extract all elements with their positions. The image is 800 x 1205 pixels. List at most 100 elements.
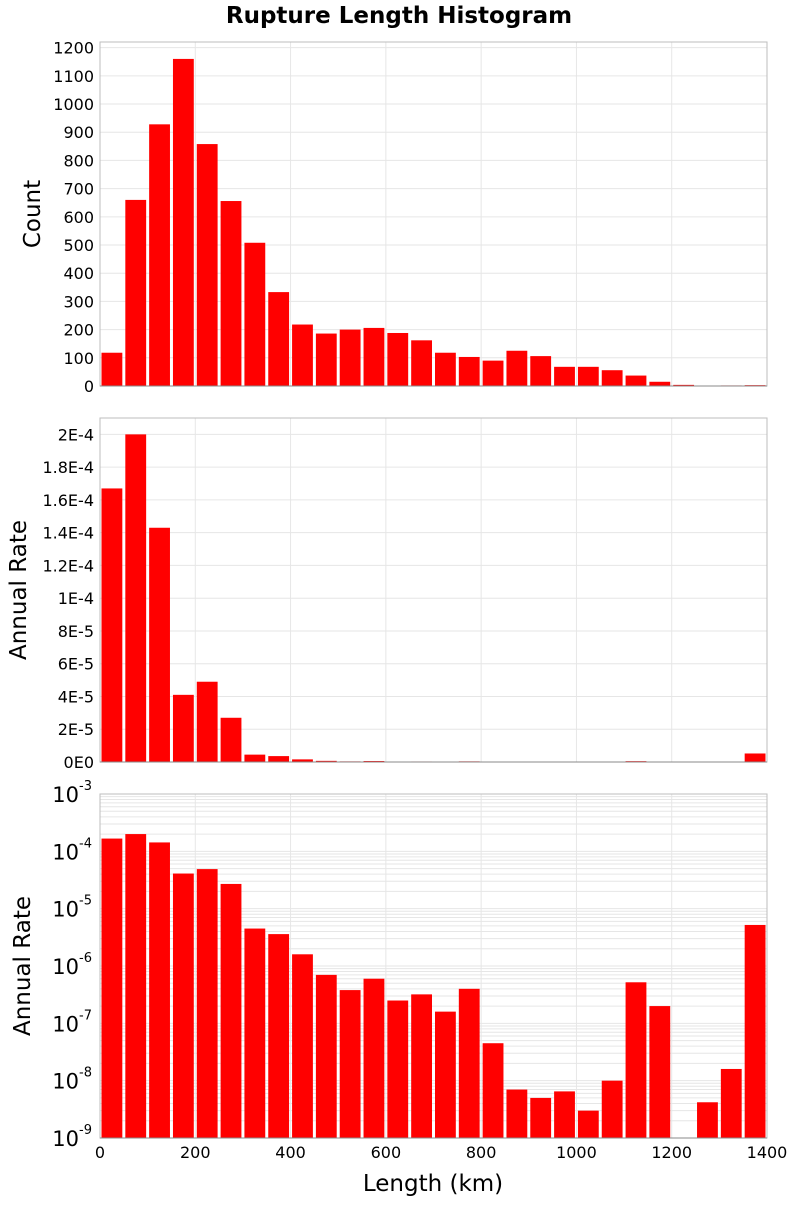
- y-tick-label: 100: [63, 349, 94, 368]
- y-tick-labels: 10-9 10-8 10-7 10-6 10-5 10-4 10-3: [52, 779, 92, 1151]
- panels-group: 0 100 200 300 400 500 600 700 800 900 1000 1100 1200…: [6, 39, 787, 1162]
- bar: [172, 58, 194, 387]
- bar: [125, 434, 147, 762]
- bar: [577, 366, 599, 386]
- x-axis-label: Length (km): [363, 1171, 503, 1197]
- bar: [435, 1011, 456, 1138]
- panel-3: 10-9 10-8 10-7 10-6 10-5 10-4 10-3 Annual Rate: [10, 779, 768, 1151]
- bar: [482, 1043, 504, 1138]
- panel-1: 0 100 200 300 400 500 600 700 800 900 1000 1100 1200…: [20, 39, 768, 396]
- bar: [339, 329, 361, 386]
- bar: [244, 928, 266, 1138]
- bar: [554, 1091, 575, 1138]
- y-tick-label: 2E-4: [58, 425, 94, 444]
- y-tick-label: 700: [63, 180, 94, 199]
- y-tick-label: 0: [84, 377, 94, 396]
- bar: [292, 759, 313, 762]
- y-tick-label: 1.2E-4: [42, 556, 94, 575]
- bar: [506, 1089, 528, 1138]
- bar: [458, 356, 480, 386]
- y-tick-label: 8E-5: [58, 622, 94, 641]
- bar: [744, 924, 766, 1138]
- bars: [101, 58, 766, 387]
- bar: [411, 340, 432, 386]
- x-tick-label: 600: [371, 1143, 402, 1162]
- y-tick-label: 1.4E-4: [42, 524, 94, 543]
- bar: [292, 324, 313, 386]
- y-tick-label: 10-5: [52, 894, 92, 922]
- bar: [220, 201, 242, 386]
- bar: [744, 753, 766, 762]
- bar: [172, 873, 194, 1138]
- x-tick-label: 1000: [556, 1143, 597, 1162]
- bar: [387, 332, 409, 386]
- bar: [411, 994, 432, 1138]
- y-tick-label: 500: [63, 236, 94, 255]
- panel-2: 0E0 2E-5 4E-5 6E-5 8E-5 1E-4 1.2E-4 1.4E-4 1.6E-…: [6, 417, 768, 772]
- x-tick-label: 200: [180, 1143, 211, 1162]
- bar: [220, 883, 242, 1138]
- y-tick-label: 10-8: [52, 1066, 92, 1094]
- x-tick-label: 1400: [747, 1143, 788, 1162]
- bar: [101, 352, 123, 386]
- y-tick-label: 1200: [53, 39, 94, 58]
- bar: [149, 124, 170, 387]
- bar: [101, 838, 123, 1138]
- y-tick-label: 800: [63, 151, 94, 170]
- bar: [315, 760, 337, 762]
- bar: [363, 327, 385, 386]
- bar: [435, 352, 456, 386]
- x-tick-labels: 0 200 400 600 800 1000 1200 1400: [95, 1143, 787, 1162]
- x-tick-label: 400: [275, 1143, 306, 1162]
- y-tick-label: 6E-5: [58, 655, 94, 674]
- bar: [577, 1110, 599, 1138]
- bar: [125, 199, 147, 386]
- bar: [196, 144, 218, 386]
- bar: [172, 694, 194, 762]
- y-tick-label: 1.8E-4: [42, 458, 94, 477]
- bar: [315, 974, 337, 1138]
- y-tick-label: 4E-5: [58, 687, 94, 706]
- bar: [625, 982, 647, 1138]
- bar: [387, 1000, 409, 1138]
- y-tick-labels: 0E0 2E-5 4E-5 6E-5 8E-5 1E-4 1.2E-4 1.4E-4 1.6E-…: [42, 425, 94, 772]
- bar: [125, 834, 147, 1138]
- bar: [315, 333, 337, 386]
- bar: [673, 384, 695, 386]
- y-tick-label: 1100: [53, 67, 94, 86]
- bar: [244, 242, 266, 386]
- bar: [363, 978, 385, 1138]
- bar: [101, 488, 123, 762]
- y-tick-label: 300: [63, 292, 94, 311]
- bar: [506, 350, 528, 386]
- bar: [649, 1006, 671, 1138]
- bar: [625, 375, 647, 386]
- x-tick-label: 800: [466, 1143, 497, 1162]
- y-tick-label: 1000: [53, 95, 94, 114]
- bar: [196, 869, 218, 1138]
- bars: [101, 434, 766, 762]
- bar: [244, 754, 266, 762]
- bar: [649, 381, 671, 386]
- bar: [149, 527, 170, 762]
- y-tick-label: 10-3: [52, 779, 92, 807]
- bar: [268, 292, 290, 386]
- bar: [601, 1080, 623, 1138]
- y-tick-label: 10-9: [52, 1123, 92, 1151]
- x-tick-label: 0: [95, 1143, 105, 1162]
- y-tick-label: 10-4: [52, 836, 92, 864]
- bar: [268, 934, 290, 1138]
- y-axis-label: Annual Rate: [6, 520, 32, 660]
- bar: [458, 988, 480, 1138]
- y-axis-label: Count: [20, 180, 46, 248]
- bar: [268, 756, 290, 762]
- y-tick-label: 10-7: [52, 1008, 92, 1036]
- y-tick-label: 1E-4: [58, 589, 94, 608]
- y-tick-label: 2E-5: [58, 720, 94, 739]
- y-tick-label: 10-6: [52, 951, 92, 979]
- y-tick-label: 400: [63, 264, 94, 283]
- y-axis-label: Annual Rate: [10, 896, 36, 1036]
- y-tick-label: 900: [63, 123, 94, 142]
